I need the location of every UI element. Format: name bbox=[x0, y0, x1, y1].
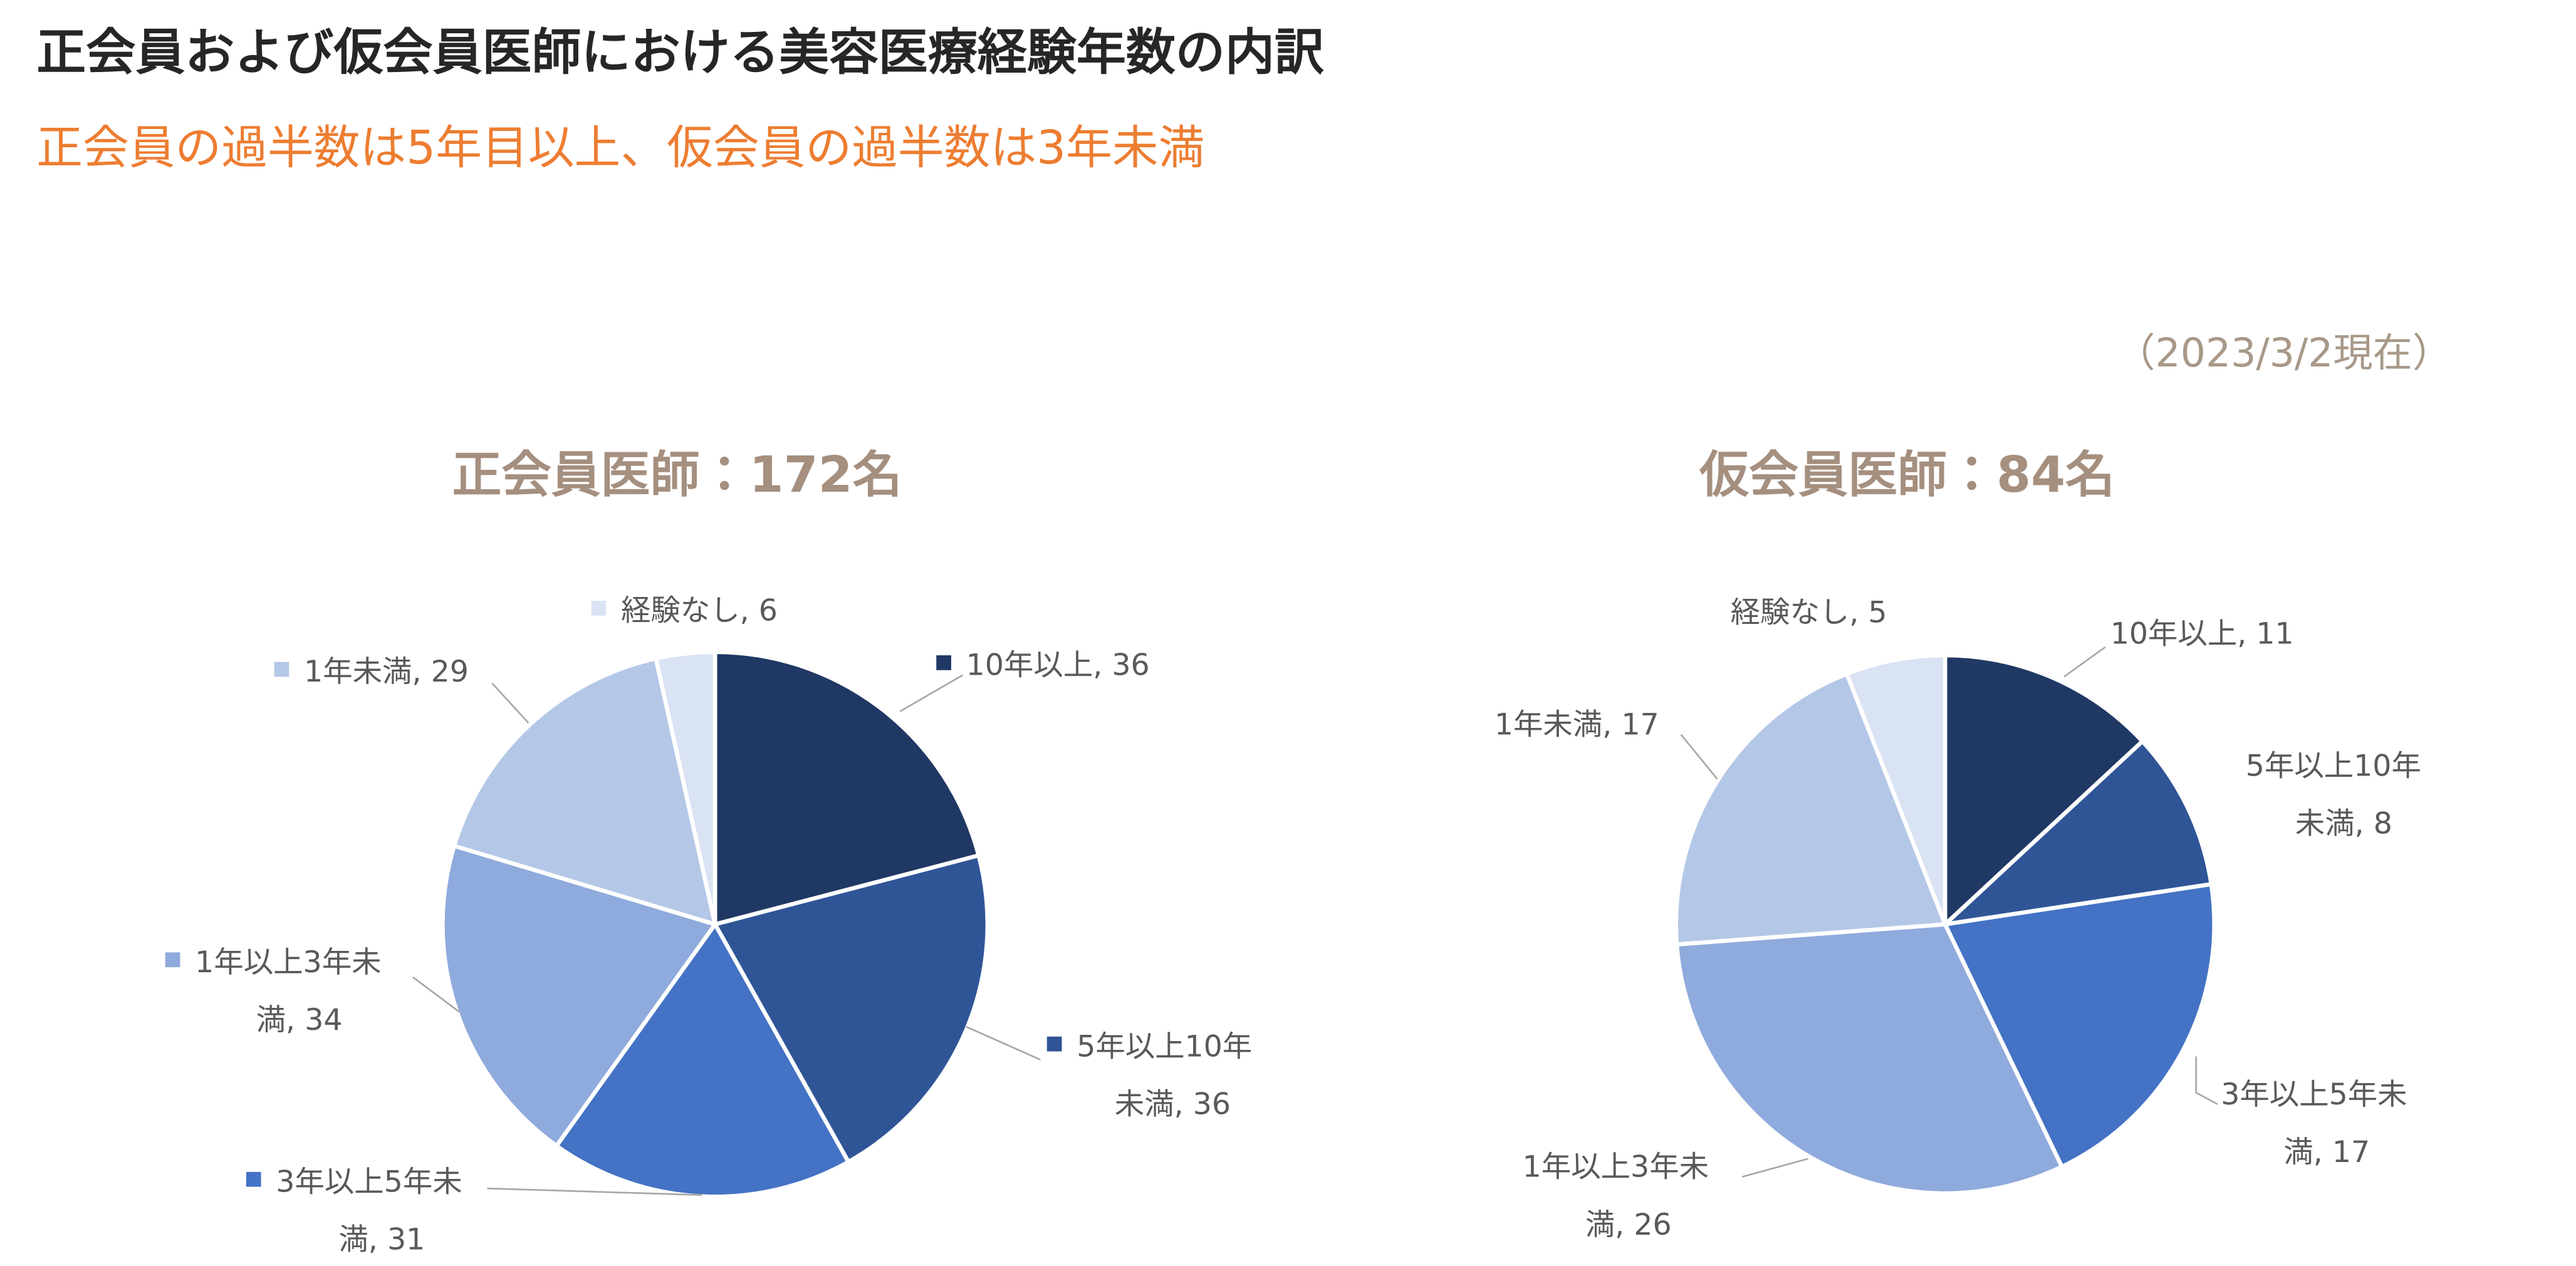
data-label: 経験なし, 6 bbox=[621, 594, 778, 628]
leader-line bbox=[487, 1187, 702, 1196]
pie-slice bbox=[451, 656, 718, 928]
date-note: （2023/3/2現在） bbox=[2115, 329, 2452, 376]
data-label: 1年未満, 17 bbox=[1494, 708, 1659, 742]
leader-line bbox=[491, 682, 529, 724]
data-label: 3年以上5年未 bbox=[2221, 1077, 2407, 1112]
pie-slice bbox=[1674, 922, 2065, 1196]
data-label: 10年以上, 11 bbox=[2110, 617, 2294, 651]
data-label: 満, 26 bbox=[1585, 1208, 1672, 1242]
data-label: 経験なし, 5 bbox=[1731, 595, 1887, 630]
legend-key bbox=[591, 601, 607, 616]
data-label: 満, 31 bbox=[338, 1223, 425, 1257]
leader-line bbox=[899, 674, 964, 712]
pie-slice bbox=[1844, 653, 1948, 925]
data-label: 5年以上10年 bbox=[1077, 1029, 1252, 1064]
subtitle: 正会員の過半数は5年目以上、仮会員の過半数は3年未満 bbox=[36, 122, 1204, 175]
pie-slice bbox=[653, 650, 717, 925]
leader-line bbox=[412, 976, 460, 1013]
pie-slice bbox=[1942, 653, 2146, 930]
data-label: 1年以上3年未 bbox=[1523, 1150, 1709, 1185]
data-label: 満, 17 bbox=[2283, 1135, 2370, 1170]
data-label: 10年以上, 36 bbox=[966, 648, 1150, 683]
legend-key bbox=[274, 662, 289, 677]
pie-slice bbox=[553, 920, 852, 1199]
data-label: 未満, 8 bbox=[2295, 807, 2392, 841]
data-label: 未満, 36 bbox=[1115, 1087, 1231, 1122]
legend-key bbox=[1046, 1036, 1062, 1052]
leader-line bbox=[2195, 1056, 2218, 1105]
data-label: 5年以上10年 bbox=[2246, 749, 2421, 783]
legend-key bbox=[246, 1171, 261, 1187]
legend-key bbox=[165, 952, 180, 968]
pie-slice bbox=[1942, 881, 2216, 1170]
leader-line bbox=[966, 1025, 1041, 1061]
pie-title: 正会員医師：172名 bbox=[452, 446, 902, 504]
leader-line bbox=[1680, 734, 1718, 780]
legend-key bbox=[936, 655, 951, 670]
pie-slice bbox=[441, 843, 719, 1149]
data-label: 満, 34 bbox=[256, 1003, 343, 1037]
leader-line bbox=[2063, 646, 2106, 678]
data-label: 3年以上5年未 bbox=[276, 1165, 462, 1199]
leader-line bbox=[1741, 1158, 1808, 1178]
pie-slice bbox=[1939, 738, 2214, 928]
data-label: 1年以上3年未 bbox=[195, 945, 381, 980]
pie-slice bbox=[712, 650, 981, 927]
pie-title: 仮会員医師：84名 bbox=[1699, 446, 2115, 504]
data-label: 1年未満, 29 bbox=[304, 655, 469, 689]
main-title: 正会員および仮会員医師における美容医療経験年数の内訳 bbox=[36, 24, 1324, 81]
pie-slice bbox=[712, 853, 990, 1165]
pie-slice bbox=[1674, 671, 1948, 947]
